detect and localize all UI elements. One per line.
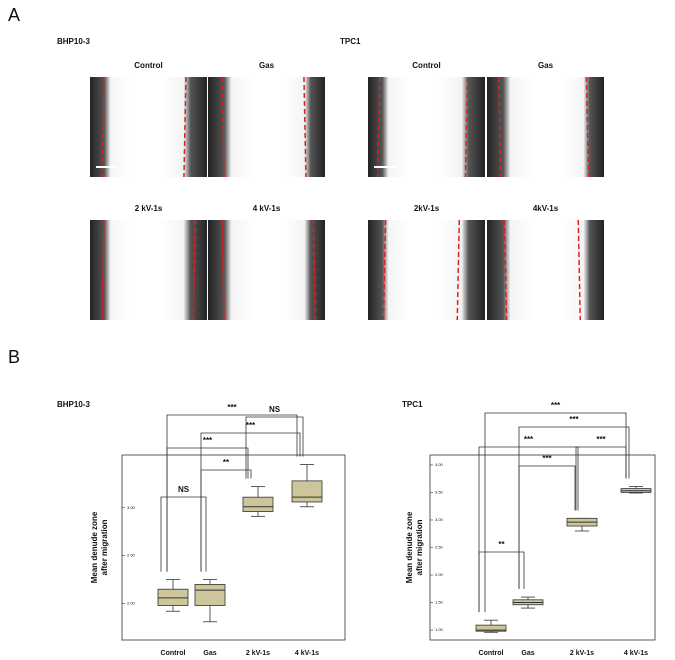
chart-title: BHP10-3 [57, 400, 90, 409]
significance-label: *** [524, 435, 534, 444]
significance-label: NS [269, 405, 281, 414]
significance-label: *** [246, 421, 256, 430]
box [194, 584, 226, 606]
significance-label: *** [569, 415, 579, 424]
y-tick-label: 3.00 [435, 517, 444, 522]
plot-frame [121, 454, 346, 641]
significance-label: ** [223, 458, 230, 467]
image-label: Gas [538, 61, 554, 70]
image-label: 2 kV-1s [135, 204, 163, 213]
x-tick-label: 4 kV-1s [295, 650, 319, 657]
image-label: 2kV-1s [414, 204, 440, 213]
cells [368, 77, 409, 177]
y-tick-label: 2.50 [127, 553, 136, 558]
wound-edge [503, 219, 508, 321]
wound-edge [456, 219, 461, 321]
wound-edge [312, 219, 317, 321]
y-tick-label: 4.00 [435, 462, 444, 467]
image-label: Gas [259, 61, 275, 70]
image-label: Control [134, 61, 162, 70]
y-tick-label: 2.50 [435, 545, 444, 550]
y-tick-label: 2.00 [127, 601, 136, 606]
panel-label: B [8, 347, 20, 367]
significance-label: NS [178, 485, 190, 494]
x-tick-label: Control [479, 650, 504, 657]
cells [208, 220, 255, 320]
x-tick-label: Gas [521, 650, 534, 657]
significance-bracket [484, 412, 627, 613]
y-tick-label: 3.00 [127, 505, 136, 510]
cells [487, 220, 534, 320]
y-tick-label: 2.00 [435, 572, 444, 577]
cells [284, 220, 325, 320]
significance-bracket [166, 414, 298, 572]
cells [208, 77, 255, 177]
wound-edge [221, 219, 225, 321]
wound-edge [192, 219, 197, 321]
image-label: 4 kV-1s [253, 204, 281, 213]
cells [438, 77, 485, 177]
cells [487, 77, 534, 177]
significance-label: *** [542, 454, 552, 463]
significance-bracket [200, 432, 301, 572]
wound-edge [221, 76, 225, 178]
significance-bracket [478, 446, 579, 613]
cells [438, 220, 485, 320]
cells [160, 220, 207, 320]
y-tick-label: 1.50 [435, 600, 444, 605]
significance-label: *** [203, 436, 213, 445]
wound-edge [101, 76, 105, 178]
y-axis-label: Mean denude zone [90, 511, 99, 583]
box [475, 624, 507, 632]
significance-bracket [518, 426, 630, 590]
cells [368, 220, 409, 320]
y-tick-label: 1.00 [435, 627, 444, 632]
box [242, 496, 274, 512]
significance-label: *** [551, 401, 561, 410]
significance-label: *** [596, 435, 606, 444]
wound-edge [183, 76, 187, 178]
wound-edge [464, 76, 469, 178]
significance-label: *** [227, 403, 237, 412]
x-tick-label: 4 kV-1s [624, 650, 648, 657]
x-tick-label: Control [161, 650, 186, 657]
group-title: BHP10-3 [57, 37, 90, 46]
significance-bracket [200, 469, 252, 572]
panel-label: A [8, 5, 20, 25]
y-axis-label: after migration [415, 519, 424, 575]
cells [563, 220, 604, 320]
group-title: TPC1 [340, 37, 361, 46]
image-label: Control [412, 61, 440, 70]
wound-edge [376, 76, 381, 178]
wound-edge [303, 76, 307, 178]
significance-bracket [518, 465, 576, 590]
y-tick-label: 3.50 [435, 490, 444, 495]
wound-edge [585, 76, 590, 178]
cells [563, 77, 604, 177]
significance-label: ** [498, 540, 505, 549]
significance-bracket [166, 447, 249, 572]
x-tick-label: Gas [203, 650, 216, 657]
image-label: 4kV-1s [533, 204, 559, 213]
significance-bracket [160, 496, 207, 572]
x-tick-label: 2 kV-1s [246, 650, 270, 657]
significance-bracket [575, 446, 627, 511]
wound-edge [382, 219, 387, 321]
wound-edge [577, 219, 582, 321]
cells [90, 77, 131, 177]
x-tick-label: 2 kV-1s [570, 650, 594, 657]
y-axis-label: Mean denude zone [405, 511, 414, 583]
box [291, 480, 323, 503]
plot-frame [429, 454, 656, 641]
cells [160, 77, 207, 177]
y-axis-label: after migration [100, 519, 109, 575]
chart-title: TPC1 [402, 400, 423, 409]
wound-edge [101, 219, 105, 321]
significance-bracket [245, 416, 304, 479]
wound-edge [497, 76, 502, 178]
cells [90, 220, 131, 320]
